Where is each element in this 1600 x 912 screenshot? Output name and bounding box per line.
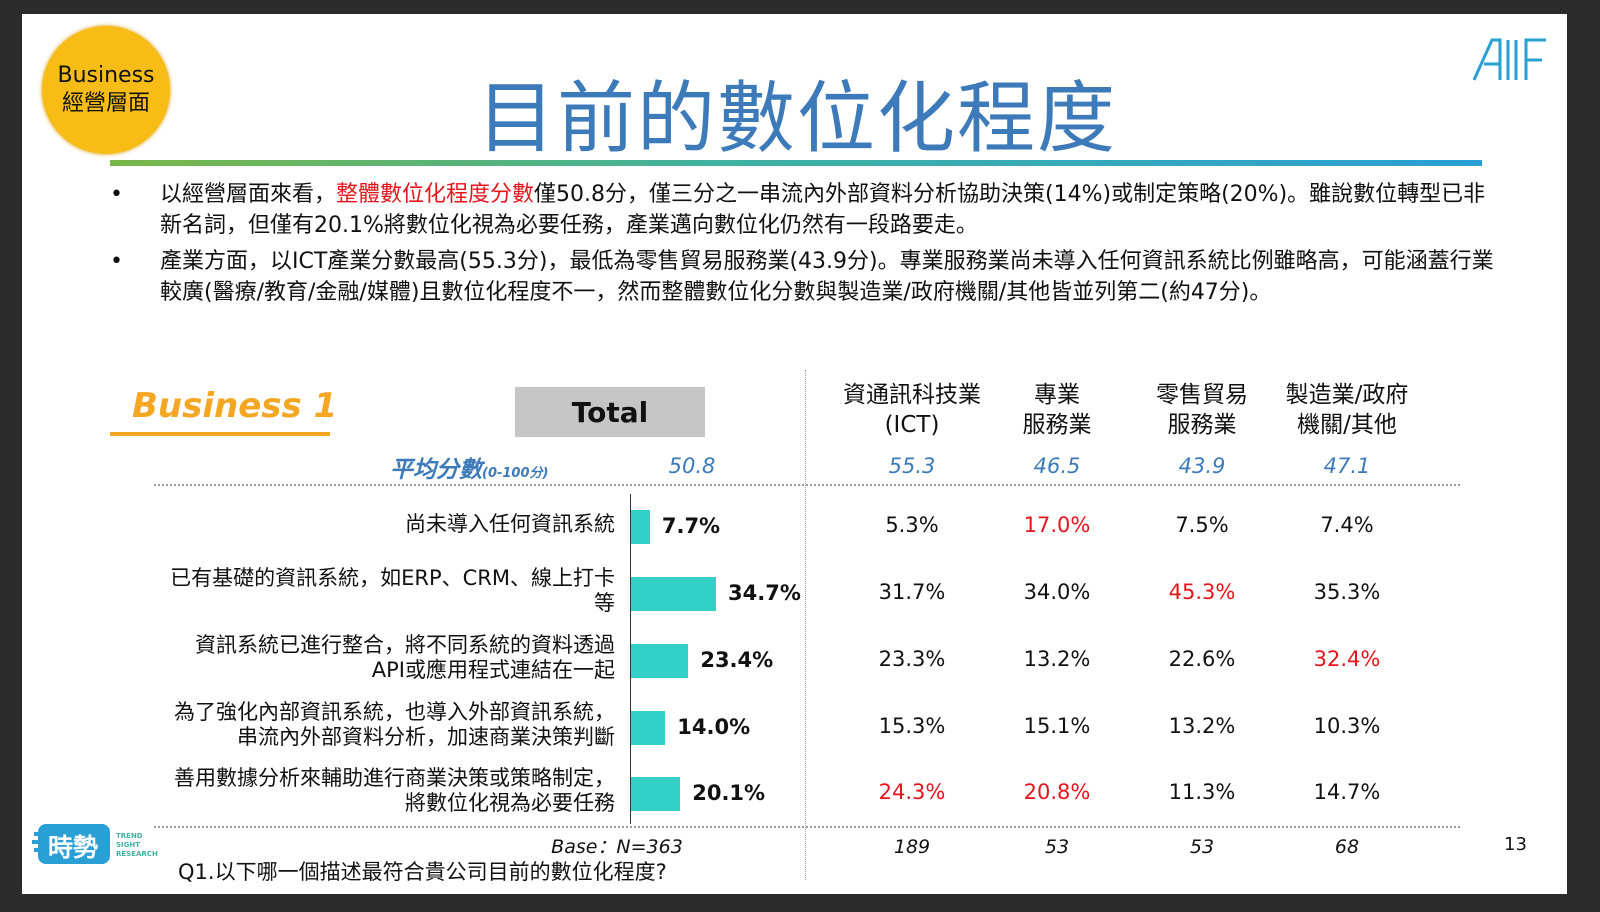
badge-line1: Business bbox=[57, 63, 155, 88]
segment-header: 製造業/政府 機關/其他 bbox=[1285, 382, 1409, 438]
footer-logo-sub: TREND SIGHT RESEARCH bbox=[116, 832, 158, 858]
bullet-1-pre: 以經營層面來看， bbox=[160, 182, 337, 207]
segment-cell: 22.6% bbox=[1168, 647, 1236, 671]
segment-average: 46.5 bbox=[1033, 454, 1081, 478]
segment-cell: 34.0% bbox=[1023, 580, 1091, 604]
row-label: 尚未導入任何資訊系統 bbox=[405, 511, 615, 536]
segment-cell: 13.2% bbox=[1023, 647, 1091, 671]
bar bbox=[631, 577, 716, 611]
segment-base: 68 bbox=[1334, 836, 1360, 858]
badge-line2: 經營層面 bbox=[61, 91, 150, 116]
bar-value-label: 14.0% bbox=[677, 715, 751, 739]
segment-cell: 7.5% bbox=[1175, 513, 1229, 537]
trend-sight-logo: 時勢 TREND SIGHT RESEARCH bbox=[32, 814, 158, 874]
column-divider bbox=[805, 370, 806, 880]
bar bbox=[631, 510, 650, 544]
trend-sight-icon bbox=[32, 824, 110, 864]
row-label: 為了強化內部資訊系統，也導入外部資訊系統， 串流內外部資料分析，加速商業決策判斷 bbox=[174, 700, 615, 749]
bullet-1-highlight: 整體數位化程度分數 bbox=[336, 182, 535, 207]
total-header: Total bbox=[515, 387, 705, 437]
bullet-1-post: 僅50.8分，僅三分之一串流內外部資料分析協助決策(14%)或制定策略(20%)… bbox=[160, 182, 1486, 238]
row-label: 已有基礎的資訊系統，如ERP、CRM、線上打卡 等 bbox=[170, 566, 615, 615]
segment-cell: 31.7% bbox=[878, 580, 946, 604]
segment-cell: 15.3% bbox=[878, 714, 946, 738]
segment-cell: 11.3% bbox=[1168, 780, 1236, 804]
bar bbox=[631, 644, 689, 678]
title-divider bbox=[110, 160, 1482, 166]
slide-title: 目前的數位化程度 bbox=[476, 74, 1117, 164]
avg-label-text: 平均分數 bbox=[390, 457, 482, 483]
segment-header: 資通訊科技業 (ICT) bbox=[843, 382, 981, 438]
total-average: 50.8 bbox=[668, 454, 716, 478]
bar-value-label: 7.7% bbox=[661, 514, 721, 538]
bullet-2: • 產業方面，以ICT產業分數最高(55.3分)，最低為零售貿易服務業(43.9… bbox=[110, 246, 1500, 308]
segment-average: 47.1 bbox=[1323, 454, 1371, 478]
bullet-1: • 以經營層面來看，整體數位化程度分數僅50.8分，僅三分之一串流內外部資料分析… bbox=[110, 179, 1500, 241]
segment-average: 55.3 bbox=[888, 454, 936, 478]
section-underline bbox=[110, 432, 330, 436]
bar-value-label: 34.7% bbox=[728, 581, 801, 605]
segment-base: 53 bbox=[1189, 836, 1215, 858]
question-text: Q1.以下哪一個描述最符合貴公司目前的數位化程度? bbox=[178, 860, 667, 884]
segment-cell: 45.3% bbox=[1168, 580, 1236, 604]
dotted-rule-bottom bbox=[154, 826, 1460, 828]
dotted-rule-top bbox=[154, 484, 1460, 486]
segment-cell: 35.3% bbox=[1313, 580, 1381, 604]
segment-cell: 24.3% bbox=[878, 780, 946, 804]
page-number: 13 bbox=[1504, 834, 1527, 855]
bar-value-label: 20.1% bbox=[692, 781, 766, 805]
bullet-2-text: 產業方面，以ICT產業分數最高(55.3分)，最低為零售貿易服務業(43.9分)… bbox=[160, 249, 1494, 305]
segment-cell: 20.8% bbox=[1023, 780, 1091, 804]
segment-cell: 32.4% bbox=[1313, 647, 1381, 671]
segment-cell: 13.2% bbox=[1168, 714, 1236, 738]
section-label: Business 1 bbox=[132, 386, 338, 426]
aiif-logo bbox=[1472, 38, 1546, 81]
avg-label: 平均分數(0-100分) bbox=[390, 450, 548, 484]
avg-range: (0-100分) bbox=[482, 466, 549, 481]
segment-base: 189 bbox=[893, 836, 931, 858]
business-badge: Business 經營層面 bbox=[42, 26, 170, 154]
bar-value-label: 23.4% bbox=[700, 648, 774, 672]
segment-cell: 10.3% bbox=[1313, 714, 1381, 738]
row-label: 善用數據分析來輔助進行商業決策或策略制定， 將數位化視為必要任務 bbox=[174, 766, 615, 815]
segment-cell: 15.1% bbox=[1023, 714, 1091, 738]
bar-axis bbox=[630, 494, 631, 824]
row-label: 資訊系統已進行整合，將不同系統的資料透過 API或應用程式連結在一起 bbox=[195, 633, 615, 682]
segment-cell: 5.3% bbox=[885, 513, 939, 537]
segment-header: 零售貿易 服務業 bbox=[1156, 382, 1248, 438]
segment-average: 43.9 bbox=[1178, 454, 1226, 478]
segment-base: 53 bbox=[1044, 836, 1070, 858]
segment-cell: 14.7% bbox=[1313, 780, 1381, 804]
base-total: Base：N=363 bbox=[551, 836, 683, 858]
segment-cell: 23.3% bbox=[878, 647, 946, 671]
segment-cell: 7.4% bbox=[1320, 513, 1374, 537]
bullet-dot: • bbox=[110, 182, 123, 207]
slide: Business 經營層面 目前的數位化程度 • 以經營層面來看，整體數位化程度… bbox=[22, 14, 1567, 894]
bar bbox=[631, 777, 681, 811]
bullet-dot: • bbox=[110, 249, 123, 274]
segment-header: 專業 服務業 bbox=[1022, 382, 1092, 438]
footer-logo-main: 時勢 bbox=[48, 833, 99, 862]
bar bbox=[631, 711, 666, 745]
segment-cell: 17.0% bbox=[1023, 513, 1091, 537]
